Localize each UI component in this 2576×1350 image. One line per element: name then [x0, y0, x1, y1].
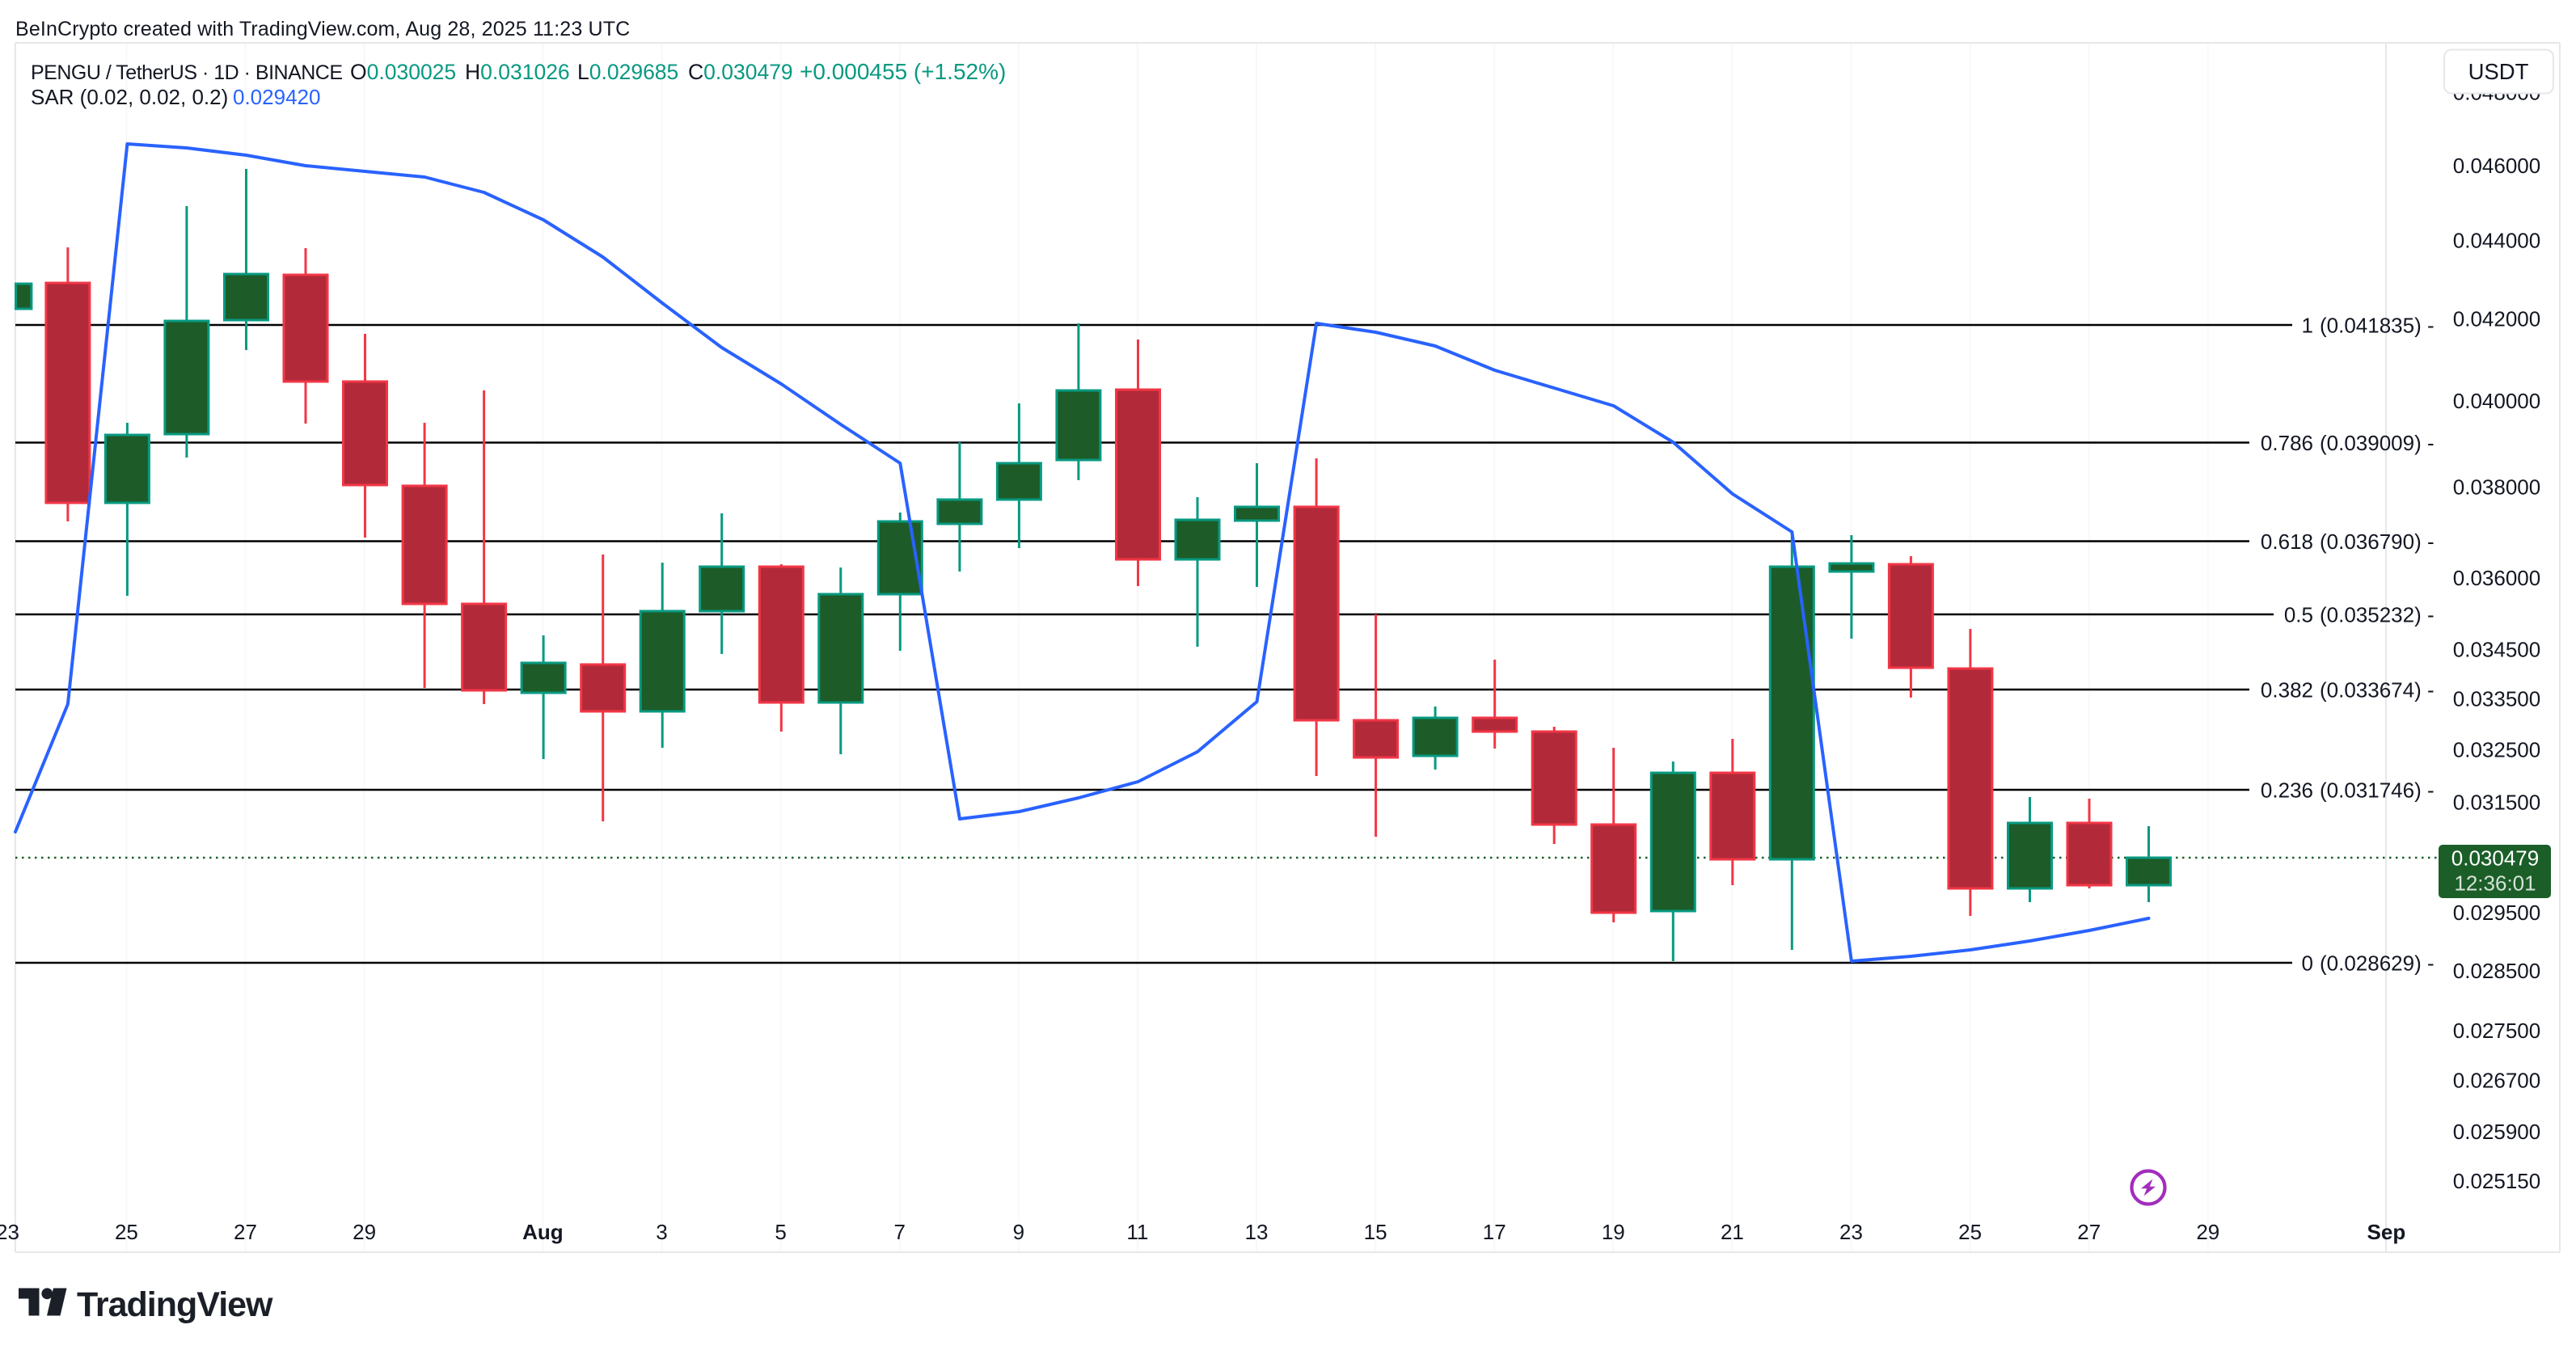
svg-text:21: 21: [1721, 1220, 1744, 1244]
svg-text:C0.030479: C0.030479: [688, 60, 793, 84]
svg-text:(0.035232) -: (0.035232) -: [2320, 602, 2435, 626]
svg-text:9: 9: [1013, 1220, 1024, 1244]
svg-text:12:36:01: 12:36:01: [2454, 871, 2536, 896]
svg-text:13: 13: [1245, 1220, 1269, 1244]
svg-text:0.034500: 0.034500: [2453, 638, 2540, 662]
svg-text:+0.000455 (+1.52%): +0.000455 (+1.52%): [800, 59, 1006, 84]
svg-text:0.618: 0.618: [2261, 529, 2313, 554]
svg-text:29: 29: [353, 1220, 376, 1244]
svg-text:(0.036790) -: (0.036790) -: [2320, 529, 2435, 554]
svg-text:29: 29: [2196, 1220, 2219, 1244]
svg-text:BeInCrypto created with Tradin: BeInCrypto created with TradingView.com,…: [15, 18, 630, 40]
svg-text:0.028500: 0.028500: [2453, 959, 2540, 983]
svg-text:7: 7: [893, 1220, 905, 1244]
svg-text:25: 25: [1958, 1220, 1982, 1244]
svg-text:(0.033674) -: (0.033674) -: [2320, 677, 2435, 702]
svg-text:PENGU / TetherUS · 1D · BINANC: PENGU / TetherUS · 1D · BINANCE: [31, 61, 343, 84]
svg-text:0.025150: 0.025150: [2453, 1169, 2540, 1193]
svg-text:0.040000: 0.040000: [2453, 389, 2540, 413]
svg-text:USDT: USDT: [2468, 59, 2529, 84]
svg-text:O0.030025: O0.030025: [350, 60, 456, 84]
svg-text:19: 19: [1602, 1220, 1625, 1244]
svg-text:0.027500: 0.027500: [2453, 1019, 2540, 1043]
svg-text:TradingView: TradingView: [77, 1285, 273, 1324]
svg-text:0.036000: 0.036000: [2453, 566, 2540, 590]
svg-text:23: 23: [0, 1220, 19, 1244]
svg-text:0.030479: 0.030479: [2451, 846, 2539, 871]
svg-text:0.029420: 0.029420: [233, 85, 320, 109]
svg-text:0.025900: 0.025900: [2453, 1120, 2540, 1144]
svg-text:0: 0: [2302, 951, 2313, 975]
svg-text:27: 27: [234, 1220, 257, 1244]
svg-text:1: 1: [2302, 313, 2313, 337]
svg-text:0.044000: 0.044000: [2453, 229, 2540, 253]
svg-text:(0.031746) -: (0.031746) -: [2320, 778, 2435, 802]
svg-text:0.5: 0.5: [2284, 602, 2313, 626]
svg-text:(0.028629) -: (0.028629) -: [2320, 951, 2435, 975]
svg-text:0.042000: 0.042000: [2453, 307, 2540, 331]
svg-text:0.038000: 0.038000: [2453, 475, 2540, 500]
svg-text:H0.031026: H0.031026: [465, 60, 570, 84]
svg-text:0.029500: 0.029500: [2453, 901, 2540, 925]
svg-text:25: 25: [115, 1220, 138, 1244]
svg-text:(0.041835) -: (0.041835) -: [2320, 313, 2435, 337]
svg-text:0.382: 0.382: [2261, 677, 2313, 702]
svg-text:27: 27: [2077, 1220, 2101, 1244]
svg-text:L0.029685: L0.029685: [577, 60, 678, 84]
svg-text:0.236: 0.236: [2261, 778, 2313, 802]
svg-text:SAR (0.02, 0.02, 0.2): SAR (0.02, 0.02, 0.2): [31, 85, 228, 109]
svg-text:0.032500: 0.032500: [2453, 738, 2540, 762]
svg-text:0.031500: 0.031500: [2453, 791, 2540, 815]
svg-text:3: 3: [656, 1220, 667, 1244]
svg-text:0.033500: 0.033500: [2453, 687, 2540, 711]
svg-text:(0.039009) -: (0.039009) -: [2320, 431, 2435, 455]
svg-text:5: 5: [775, 1220, 786, 1244]
svg-text:23: 23: [1839, 1220, 1863, 1244]
svg-text:0.786: 0.786: [2261, 431, 2313, 455]
svg-text:11: 11: [1126, 1220, 1148, 1244]
svg-text:0.046000: 0.046000: [2453, 154, 2540, 178]
svg-text:17: 17: [1483, 1220, 1506, 1244]
svg-text:15: 15: [1364, 1220, 1387, 1244]
svg-text:Sep: Sep: [2367, 1220, 2406, 1244]
svg-text:0.026700: 0.026700: [2453, 1069, 2540, 1093]
svg-text:Aug: Aug: [522, 1220, 564, 1244]
